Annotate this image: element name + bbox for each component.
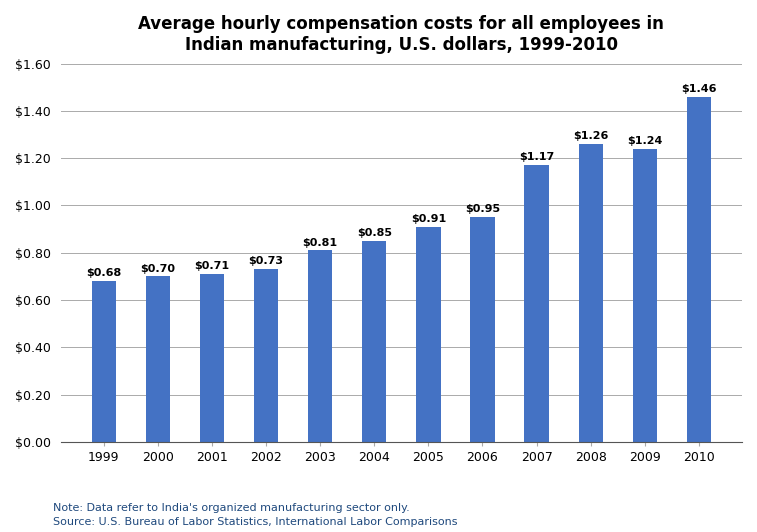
- Bar: [362, 241, 387, 442]
- Text: $0.73: $0.73: [248, 256, 284, 267]
- Bar: [416, 227, 441, 442]
- Bar: [92, 281, 116, 442]
- Text: $0.91: $0.91: [411, 214, 446, 224]
- Bar: [633, 149, 657, 442]
- Title: Average hourly compensation costs for all employees in
Indian manufacturing, U.S: Average hourly compensation costs for al…: [139, 15, 665, 54]
- Text: $0.81: $0.81: [303, 237, 338, 247]
- Text: $0.70: $0.70: [141, 263, 176, 273]
- Bar: [200, 274, 224, 442]
- Text: $1.46: $1.46: [681, 84, 717, 94]
- Text: $0.85: $0.85: [357, 228, 392, 238]
- Text: $1.26: $1.26: [573, 131, 609, 141]
- Bar: [254, 269, 279, 442]
- Bar: [687, 97, 711, 442]
- Text: $0.95: $0.95: [465, 204, 500, 214]
- Text: Note: Data refer to India's organized manufacturing sector only.
Source: U.S. Bu: Note: Data refer to India's organized ma…: [53, 503, 457, 527]
- Text: $1.17: $1.17: [519, 153, 554, 162]
- Text: $0.68: $0.68: [86, 268, 121, 278]
- Bar: [525, 165, 549, 442]
- Bar: [308, 251, 332, 442]
- Bar: [146, 276, 170, 442]
- Bar: [470, 217, 494, 442]
- Bar: [578, 144, 603, 442]
- Text: $0.71: $0.71: [195, 261, 229, 271]
- Text: $1.24: $1.24: [627, 136, 662, 146]
